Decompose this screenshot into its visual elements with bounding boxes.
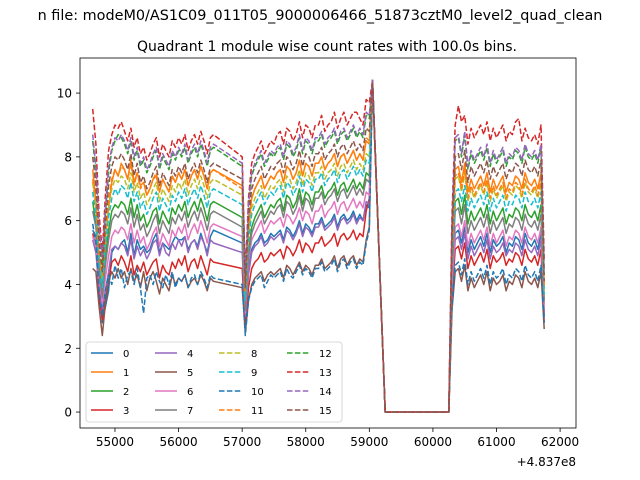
axes-frame bbox=[79, 57, 577, 429]
x-tick-label: 58000 bbox=[287, 435, 325, 449]
x-tick-label: 61000 bbox=[477, 435, 515, 449]
x-tick-label: 59000 bbox=[350, 435, 388, 449]
series-line-10 bbox=[91, 79, 545, 413]
series-line-9 bbox=[91, 82, 545, 413]
series-line-12 bbox=[91, 79, 545, 413]
legend-label-11: 11 bbox=[251, 406, 264, 417]
figure-suptitle: n file: modeM0/AS1C09_011T05_9000006466_… bbox=[38, 8, 603, 24]
x-tick-label: 57000 bbox=[223, 435, 261, 449]
legend-label-3: 3 bbox=[123, 406, 129, 417]
y-tick-label: 6 bbox=[64, 214, 72, 228]
legend-label-6: 6 bbox=[187, 387, 193, 398]
legend-label-4: 4 bbox=[187, 349, 193, 360]
y-axis-ticks: 0 2 4 6 8 10 bbox=[57, 87, 80, 420]
legend-label-0: 0 bbox=[123, 349, 129, 360]
series-line-3 bbox=[91, 79, 545, 413]
series-line-5 bbox=[92, 79, 545, 413]
y-tick-label: 8 bbox=[64, 150, 72, 164]
x-axis-ticks: 55000 56000 57000 58000 59000 60000 61000 62000 bbox=[96, 428, 579, 449]
legend-label-2: 2 bbox=[123, 387, 129, 398]
legend-box bbox=[85, 341, 343, 423]
x-tick-label: 56000 bbox=[159, 435, 197, 449]
series-line-7 bbox=[91, 79, 545, 413]
legend-label-15: 15 bbox=[319, 406, 332, 417]
legend-label-9: 9 bbox=[251, 368, 257, 379]
legend-label-5: 5 bbox=[187, 368, 193, 379]
y-tick-label: 4 bbox=[64, 278, 72, 292]
plot-lines bbox=[91, 79, 545, 413]
chart-title: Quadrant 1 module wise count rates with … bbox=[137, 39, 517, 55]
series-line-6 bbox=[91, 79, 545, 413]
series-line-4 bbox=[91, 79, 545, 413]
series-line-15 bbox=[91, 82, 545, 413]
legend-label-8: 8 bbox=[251, 349, 257, 360]
x-tick-label: 62000 bbox=[541, 435, 579, 449]
legend-label-1: 1 bbox=[123, 368, 129, 379]
series-line-11 bbox=[91, 82, 545, 413]
y-tick-label: 2 bbox=[64, 342, 72, 356]
series-line-13 bbox=[91, 79, 545, 413]
legend-label-13: 13 bbox=[319, 368, 332, 379]
legend-label-7: 7 bbox=[187, 406, 193, 417]
legend-label-14: 14 bbox=[319, 387, 332, 398]
series-line-2 bbox=[91, 82, 545, 413]
y-tick-label: 10 bbox=[57, 87, 72, 101]
y-tick-label: 0 bbox=[64, 406, 72, 420]
x-tick-label: 55000 bbox=[96, 435, 134, 449]
legend-label-12: 12 bbox=[319, 349, 332, 360]
legend-label-10: 10 bbox=[251, 387, 264, 398]
x-axis-offset-label: +4.837e8 bbox=[517, 455, 576, 469]
series-line-8 bbox=[91, 82, 545, 413]
x-tick-label: 60000 bbox=[414, 435, 452, 449]
